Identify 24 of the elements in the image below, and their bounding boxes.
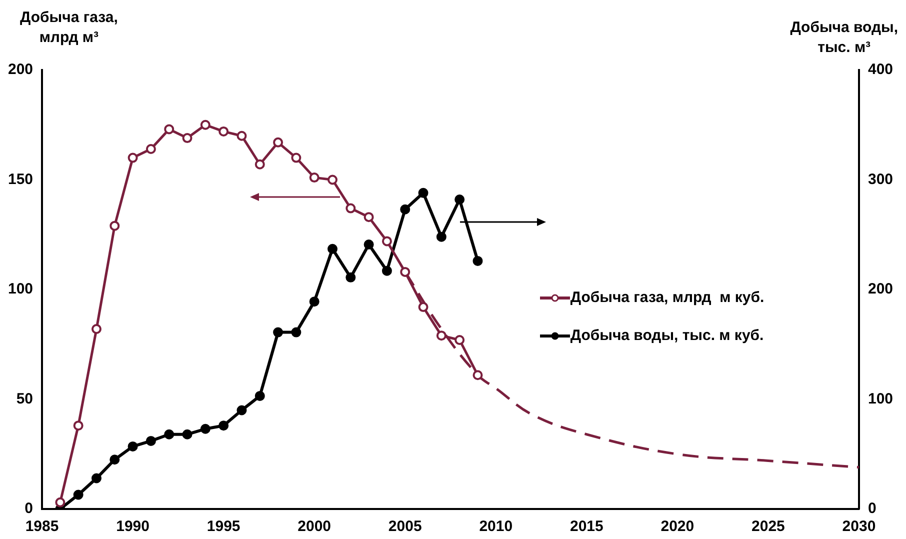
y2-tick-label: 300 xyxy=(868,170,894,188)
x-tick-label: 2030 xyxy=(842,518,876,536)
y-tick-label: 100 xyxy=(8,280,34,298)
x-tick-label: 2015 xyxy=(570,518,604,536)
legend-label: Добыча газа, млрд м куб. xyxy=(570,289,764,306)
x-tick-label: 2025 xyxy=(752,518,785,536)
y-tick-label: 50 xyxy=(16,390,34,408)
x-tick-label: 2005 xyxy=(388,518,422,536)
y-axis-title: Добыча газа, млрд м³ xyxy=(20,8,118,48)
x-tick-label: 1990 xyxy=(116,518,150,536)
legend-label: Добыча воды, тыс. м куб. xyxy=(570,327,764,344)
y-tick-label: 200 xyxy=(8,61,34,78)
y2-tick-label: 100 xyxy=(868,390,894,408)
y2-axis-title: Добыча воды, тыс. м³ xyxy=(790,18,898,58)
x-tick-label: 2010 xyxy=(479,518,513,536)
y-tick-label: 150 xyxy=(8,170,34,188)
y2-tick-label: 0 xyxy=(868,500,876,518)
x-tick-label: 1995 xyxy=(206,518,240,536)
x-tick-label: 2000 xyxy=(298,518,332,536)
x-tick-label: 1985 xyxy=(25,518,59,536)
y2-tick-label: 200 xyxy=(868,280,894,298)
y-tick-label: 0 xyxy=(24,500,34,518)
y2-tick-label: 400 xyxy=(868,61,894,78)
x-tick-label: 2020 xyxy=(660,518,694,536)
